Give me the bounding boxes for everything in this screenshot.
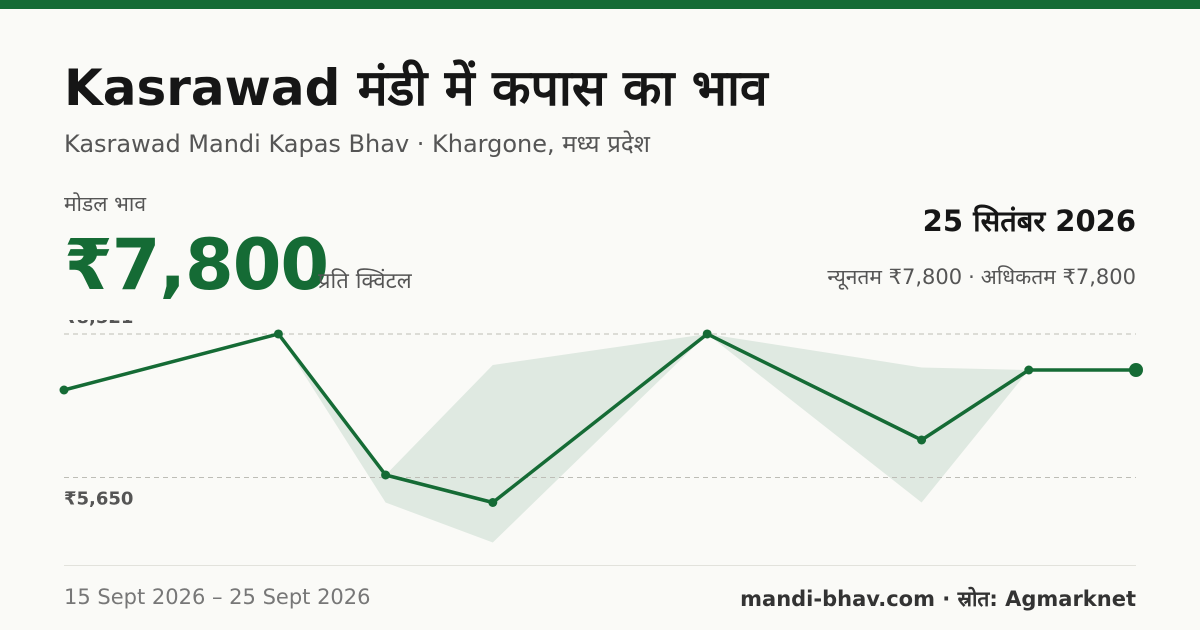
min-max-band xyxy=(64,333,1136,543)
price-range: न्यूनतम ₹7,800 · अधिकतम ₹7,800 xyxy=(827,263,1136,291)
price-line xyxy=(62,332,1138,505)
price-point xyxy=(917,435,927,445)
site-link[interactable]: mandi-bhav.com xyxy=(740,587,935,611)
footer-divider xyxy=(64,565,1136,566)
price-point xyxy=(273,329,283,339)
price-point xyxy=(702,329,712,339)
gridline-label-2: ₹5,650 xyxy=(64,489,133,510)
price-trend-chart: ₹8,521 ₹5,650 xyxy=(59,320,1143,543)
price-point xyxy=(1024,365,1034,375)
page-subtitle: Kasrawad Mandi Kapas Bhav · Khargone, मध… xyxy=(64,130,650,158)
price-point xyxy=(381,470,391,480)
modal-price-label: मोडल भाव xyxy=(64,192,147,216)
price-point xyxy=(59,385,69,395)
page-title: Kasrawad मंडी में कपास का भाव xyxy=(64,59,768,117)
modal-price-value: ₹7,800 xyxy=(64,224,329,306)
max-price: अधिकतम ₹7,800 xyxy=(980,265,1136,289)
top-accent-bar xyxy=(0,0,1200,9)
date-range: 15 Sept 2026 – 25 Sept 2026 xyxy=(64,585,371,609)
source-name: स्रोत: Agmarknet xyxy=(957,587,1136,611)
price-point xyxy=(488,498,498,507)
source-credit: mandi-bhav.com · स्रोत: Agmarknet xyxy=(740,585,1136,613)
source-separator: · xyxy=(942,587,951,611)
latest-price-point xyxy=(1129,363,1143,377)
price-date: 25 सितंबर 2026 xyxy=(922,204,1136,238)
range-separator: · xyxy=(968,265,975,289)
gridline-label-1: ₹8,521 xyxy=(64,320,133,328)
min-price: न्यूनतम ₹7,800 xyxy=(827,265,963,289)
price-unit: प्रति क्विंटल xyxy=(318,269,412,294)
